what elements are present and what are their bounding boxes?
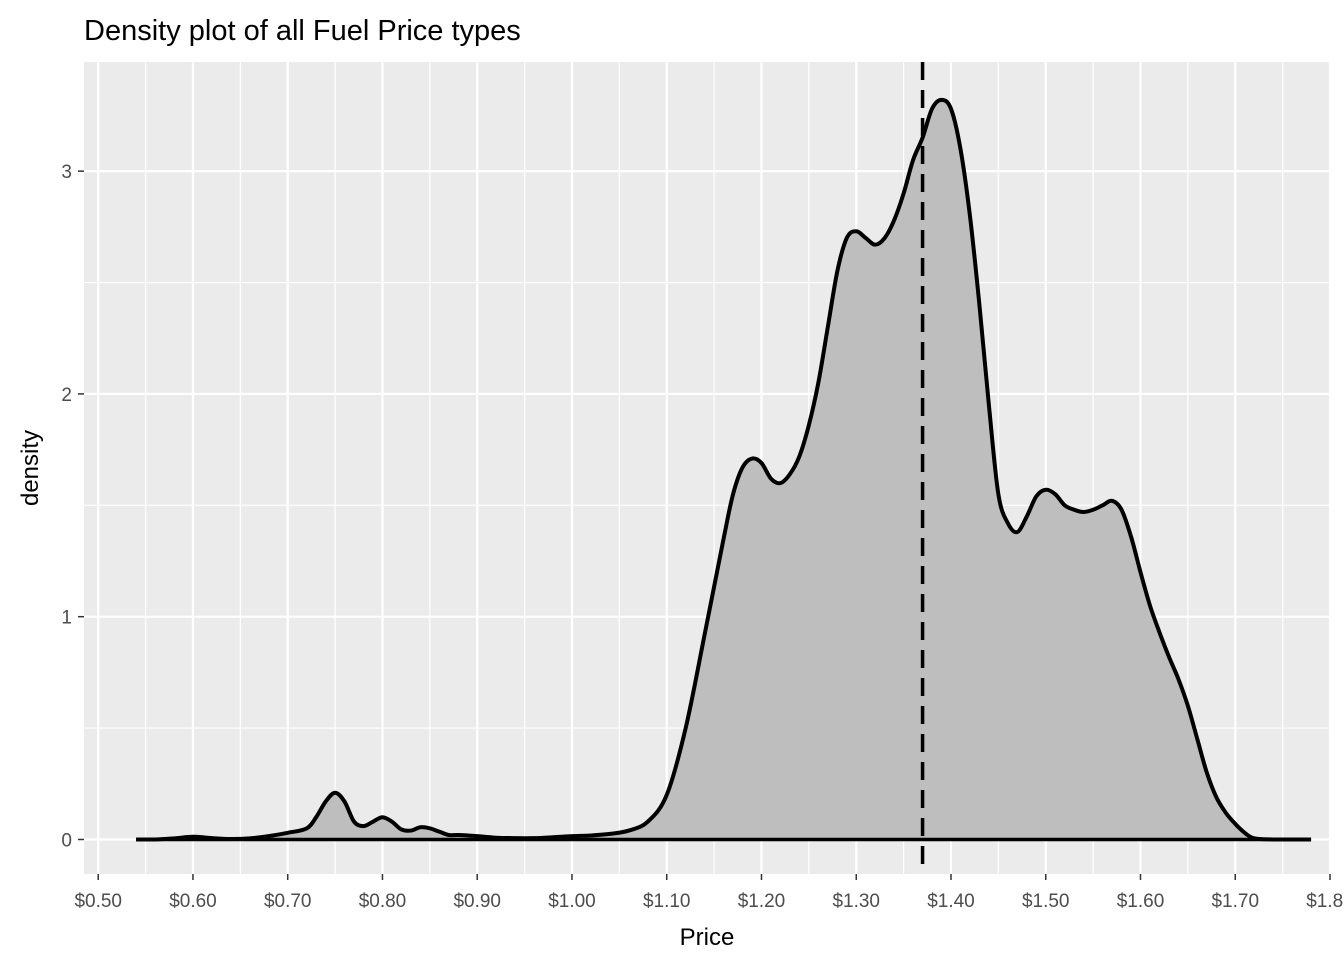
y-tick-label: 1 xyxy=(61,608,72,629)
x-tick-label: $1.80 xyxy=(1306,891,1344,912)
density-area xyxy=(136,99,1312,840)
x-axis-title: Price xyxy=(680,924,735,951)
x-tick-label: $0.70 xyxy=(264,891,312,912)
y-tick-label: 3 xyxy=(61,162,72,183)
density-line xyxy=(136,97,1312,842)
x-tick-label: $1.50 xyxy=(1022,891,1070,912)
x-tick-label: $1.20 xyxy=(738,891,786,912)
x-tick-label: $1.60 xyxy=(1117,891,1165,912)
y-axis: 0 1 2 3 xyxy=(61,162,84,851)
x-axis: $0.50 $0.60 $0.70 $0.80 $0.90 $1.00 $1.10 $1.20… xyxy=(74,874,1344,912)
x-tick-label: $0.80 xyxy=(359,891,407,912)
x-tick-label: $1.40 xyxy=(927,891,975,912)
x-tick-label: $1.00 xyxy=(548,891,596,912)
x-tick-label: $1.70 xyxy=(1211,891,1259,912)
x-tick-label: $0.60 xyxy=(169,891,217,912)
y-tick-label: 0 xyxy=(61,830,72,851)
x-tick-label: $0.50 xyxy=(74,891,122,912)
x-tick-label: $1.10 xyxy=(643,891,691,912)
y-axis-title: density xyxy=(17,430,44,506)
y-tick-label: 2 xyxy=(61,385,72,406)
x-tick-label: $1.30 xyxy=(832,891,880,912)
chart-title: Density plot of all Fuel Price types xyxy=(84,15,521,47)
x-tick-label: $0.90 xyxy=(453,891,501,912)
